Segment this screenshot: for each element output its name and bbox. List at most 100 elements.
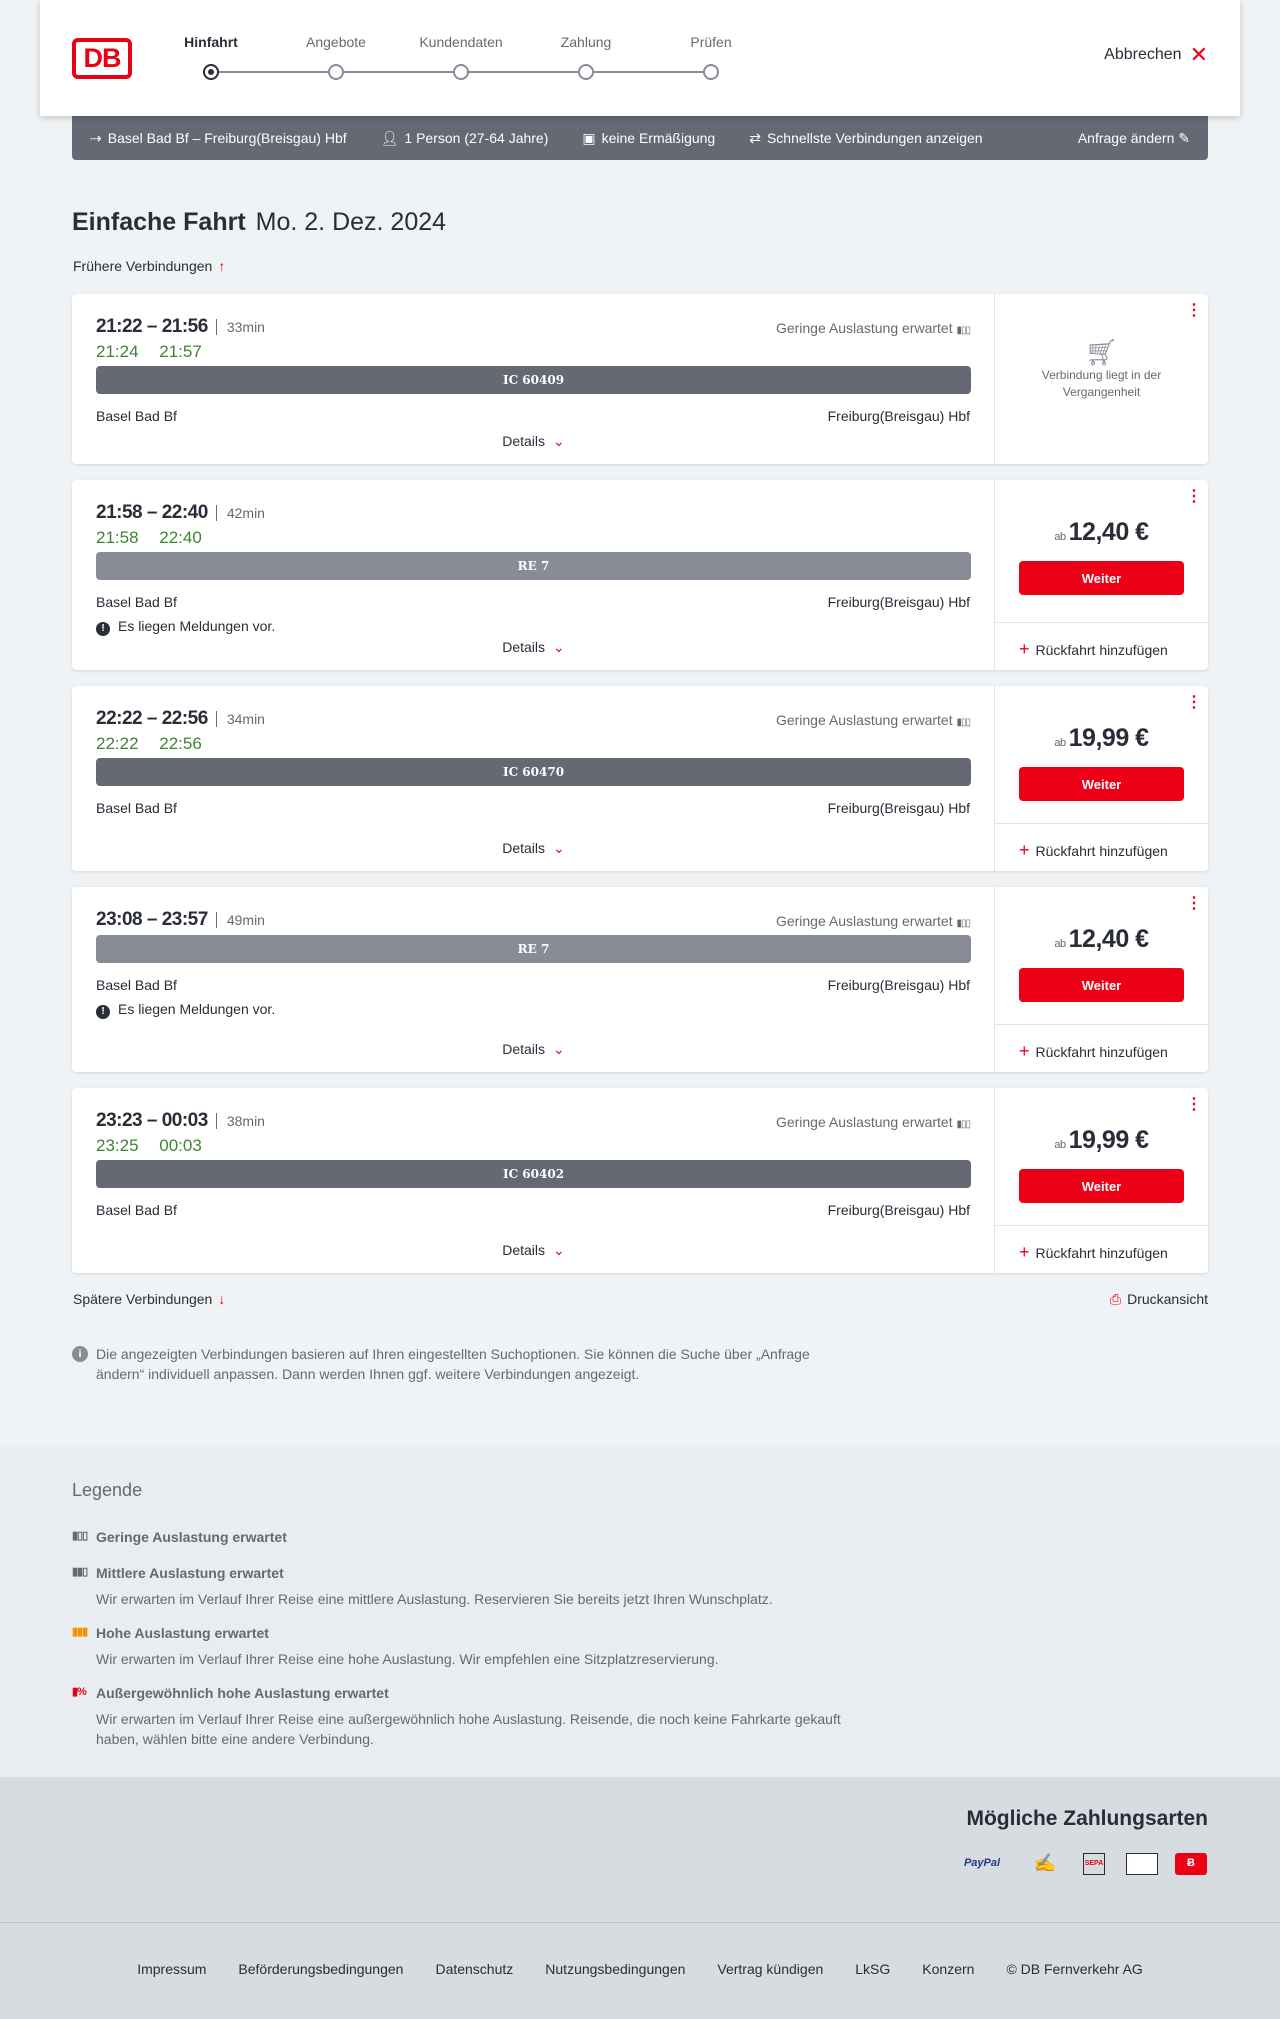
cancel-button[interactable]: Abbrechen ✕ (1104, 42, 1208, 67)
more-options-icon[interactable]: ⋮ (1186, 488, 1202, 505)
legend-item-medium: ▮▮▯ Mittlere Auslastung erwartet Wir erwar… (72, 1565, 872, 1609)
offer-panel: ⋮ 🛒︎ Verbindung liegt in der Vergangenheit (995, 294, 1208, 464)
details-toggle[interactable]: Details ⌄ (72, 433, 995, 450)
filter-text: Schnellste Verbindungen anzeigen (766, 129, 983, 146)
edit-request-button[interactable]: Anfrage ändern ✎ (1078, 130, 1190, 147)
arrow-up-icon: ↑ (218, 258, 226, 274)
later-connections-link[interactable]: Spätere Verbindungen ↓ (73, 1291, 225, 1307)
details-toggle[interactable]: Details ⌄ (72, 1041, 995, 1058)
route-summary: ⇢ Basel Bad Bf – Freiburg(Breisgau) Hbf (90, 130, 347, 147)
db-logo[interactable]: DB (72, 38, 132, 79)
offer-panel: ⋮ ab 12,40 € Weiter + Rückfahrt hinzufügen (995, 480, 1208, 670)
legend-item-title: Geringe Auslastung erwartet (96, 1529, 287, 1545)
offer-panel: ⋮ ab 19,99 € Weiter + Rückfahrt hinzufügen (995, 1088, 1208, 1273)
duration: 33min (215, 319, 265, 335)
origin-station: Basel Bad Bf (96, 408, 177, 424)
step-kundendaten: Kundendaten (419, 34, 503, 50)
price-value: 19,99 € (1068, 724, 1149, 752)
close-icon: ✕ (1189, 42, 1208, 67)
connection-details: 21:22 – 21:56 33min 21:24 21:57 Geringe A… (72, 294, 995, 464)
legend-item-title: Mittlere Auslastung erwartet (96, 1565, 284, 1581)
discount-summary: ▣ keine Ermäßigung (582, 130, 715, 147)
plus-icon: + (1019, 840, 1030, 860)
origin-station: Basel Bad Bf (96, 1202, 177, 1218)
alert-icon: ! (96, 622, 110, 636)
footer-link-nutzungsbedingungen[interactable]: Nutzungsbedingungen (545, 1961, 686, 1977)
continue-button[interactable]: Weiter (1019, 561, 1184, 595)
footer-link-lksg[interactable]: LkSG (855, 1961, 891, 1977)
more-options-icon[interactable]: ⋮ (1186, 1096, 1202, 1113)
train-bar[interactable]: RE 7 (96, 552, 971, 580)
destination-station: Freiburg(Breisgau) Hbf (827, 977, 970, 993)
train-bar[interactable]: IC 60470 (96, 758, 971, 786)
details-toggle[interactable]: Details ⌄ (72, 840, 995, 857)
page-title: Einfache Fahrt Mo. 2. Dez. 2024 (72, 208, 446, 237)
info-note: i Die angezeigten Verbindungen basieren a… (72, 1344, 852, 1384)
footer-link-befoerderungsbedingungen[interactable]: Beförderungsbedingungen (238, 1961, 404, 1977)
cancel-label: Abbrechen (1104, 46, 1182, 63)
duration: 34min (215, 711, 265, 727)
planned-times: 22:22 – 22:56 (96, 708, 208, 729)
details-label: Details (502, 1242, 546, 1258)
occupancy-low-icon: ▮▯▯ (956, 325, 970, 336)
destination-station: Freiburg(Breisgau) Hbf (827, 1202, 970, 1218)
plus-icon: + (1019, 639, 1030, 659)
cart-unavailable-icon: 🛒︎ (1084, 337, 1118, 367)
occupancy-low-icon: ▮▯▯ (956, 717, 970, 728)
connection-card: 23:23 – 00:03 38min 23:25 00:03 Geringe A… (72, 1088, 1208, 1273)
planned-times: 23:08 – 23:57 (96, 909, 208, 930)
connection-details: 23:08 – 23:57 49min Geringe Auslastung er… (72, 887, 995, 1072)
add-return-button[interactable]: + Rückfahrt hinzufügen (995, 1225, 1208, 1273)
payment-title: Mögliche Zahlungsarten (966, 1807, 1208, 1830)
footer-link-konzern[interactable]: Konzern (922, 1961, 975, 1977)
footer-link-datenschutz[interactable]: Datenschutz (435, 1961, 514, 1977)
add-return-button[interactable]: + Rückfahrt hinzufügen (995, 622, 1208, 670)
step-angebote: Angebote (306, 34, 366, 50)
price-value: 12,40 € (1068, 925, 1149, 953)
footer-link-impressum[interactable]: Impressum (137, 1961, 207, 1977)
more-options-icon[interactable]: ⋮ (1186, 302, 1202, 319)
add-return-button[interactable]: + Rückfahrt hinzufügen (995, 1024, 1208, 1072)
legend-item-text: Wir erwarten im Verlauf Ihrer Reise eine… (96, 1591, 773, 1607)
connection-details: 22:22 – 22:56 34min 22:22 22:56 Geringe A… (72, 686, 995, 871)
continue-button[interactable]: Weiter (1019, 968, 1184, 1002)
step-zahlung: Zahlung (560, 34, 612, 50)
price-value: 19,99 € (1068, 1126, 1149, 1154)
more-options-icon[interactable]: ⋮ (1186, 694, 1202, 711)
occupancy-medium-icon: ▮▮▯ (72, 1566, 88, 1578)
info-icon: i (72, 1346, 88, 1362)
earlier-connections-link[interactable]: Frühere Verbindungen ↑ (73, 258, 225, 274)
occupancy-info: Geringe Auslastung erwartet ▮▯▯ (776, 712, 971, 728)
legend-item-low: ▮▯▯ Geringe Auslastung erwartet (72, 1529, 872, 1545)
more-options-icon[interactable]: ⋮ (1186, 895, 1202, 912)
route-text: Basel Bad Bf – Freiburg(Breisgau) Hbf (107, 129, 347, 146)
person-icon: 👤︎ (380, 129, 399, 146)
step-dot-active (203, 64, 219, 80)
occupancy-high-icon: ▮▮▮ (72, 1626, 88, 1638)
details-toggle[interactable]: Details ⌄ (72, 639, 995, 656)
train-bar[interactable]: RE 7 (96, 935, 971, 963)
train-bar[interactable]: IC 60409 (96, 366, 971, 394)
details-label: Details (502, 840, 546, 856)
print-view-link[interactable]: ⎙ Druckansicht (1110, 1291, 1208, 1308)
continue-button[interactable]: Weiter (1019, 1169, 1184, 1203)
add-return-label: Rückfahrt hinzufügen (1035, 1044, 1168, 1060)
header: DB Hinfahrt Angebote Kundendaten Zahlung… (40, 0, 1240, 116)
legend-item-high: ▮▮▮ Hohe Auslastung erwartet Wir erwarten … (72, 1625, 872, 1669)
connection-times: 21:22 – 21:56 33min (96, 316, 265, 338)
pencil-icon: ✎ (1178, 129, 1190, 146)
add-return-button[interactable]: + Rückfahrt hinzufügen (995, 823, 1208, 871)
copyright: © DB Fernverkehr AG (1006, 1961, 1143, 1977)
edit-label: Anfrage ändern (1077, 129, 1175, 146)
connection-times: 23:23 – 00:03 38min (96, 1110, 265, 1132)
duration: 42min (215, 505, 265, 521)
price: ab 19,99 € (995, 724, 1208, 753)
details-toggle[interactable]: Details ⌄ (72, 1242, 995, 1259)
occupancy-text: Geringe Auslastung erwartet (775, 320, 953, 336)
continue-button[interactable]: Weiter (1019, 767, 1184, 801)
footer-link-vertrag-kuendigen[interactable]: Vertrag kündigen (717, 1961, 824, 1977)
occupancy-info: Geringe Auslastung erwartet ▮▯▯ (775, 320, 971, 336)
occupancy-low-icon: ▮▯▯ (956, 1119, 970, 1130)
train-bar[interactable]: IC 60402 (96, 1160, 971, 1188)
occupancy-low-icon: ▮▯▯ (72, 1530, 88, 1542)
